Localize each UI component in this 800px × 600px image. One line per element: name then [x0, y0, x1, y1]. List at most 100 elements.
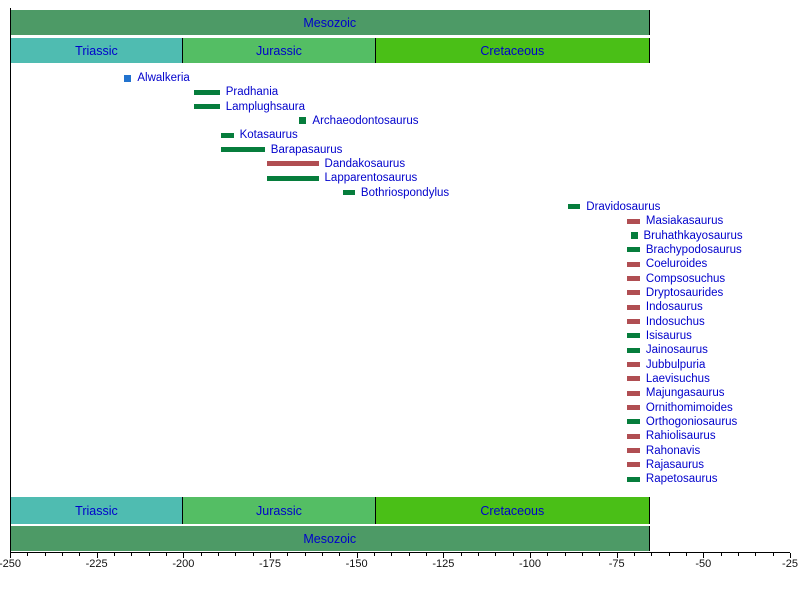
taxon-bar-jainosaurus — [627, 347, 640, 353]
taxon-bar-rapetosaurus — [627, 476, 640, 482]
x-axis-major-tick — [530, 552, 531, 558]
x-axis-minor-tick — [252, 552, 254, 556]
taxon-label-indosuchus: Indosuchus — [645, 315, 705, 328]
x-axis-minor-tick — [166, 552, 167, 556]
x-axis-minor-tick — [374, 552, 375, 556]
taxon-label-dryptosaurides: Dryptosaurides — [645, 286, 724, 299]
x-axis-major-tick — [703, 552, 705, 558]
taxon-bar-orthogoniosaurus — [627, 419, 640, 425]
taxon-bar-brachypodosaurus — [627, 247, 640, 253]
taxon-bar-majungasaurus — [627, 390, 640, 396]
taxon-bar-laevisuchus — [627, 376, 640, 382]
x-axis-tick-label: -150 — [345, 557, 368, 570]
period-label: Jurassic — [256, 503, 302, 518]
taxon-bar-lamplughsaura — [193, 104, 220, 110]
taxon-label-pradhania: Pradhania — [225, 86, 279, 99]
x-axis-minor-tick — [391, 552, 393, 556]
taxon-bar-dandakosaurus — [266, 161, 319, 167]
x-axis-major-tick — [10, 552, 11, 558]
x-axis-major-tick — [183, 552, 185, 558]
taxon-bar-pradhania — [193, 89, 220, 95]
period-band-jurassic-top: Jurassic — [181, 38, 376, 63]
taxon-label-lapparentosaurus: Lapparentosaurus — [324, 172, 418, 185]
taxon-label-compsosuchus: Compsosuchus — [645, 272, 726, 285]
x-axis-minor-tick — [426, 552, 427, 556]
taxon-bar-compsosuchus — [627, 276, 640, 282]
x-axis-minor-tick — [460, 552, 462, 556]
taxon-bar-jubbulpuria — [627, 362, 640, 368]
period-label: Cretaceous — [480, 43, 545, 58]
x-axis-minor-tick — [599, 552, 601, 556]
era-label: Mesozoic — [303, 531, 357, 546]
taxon-label-brachypodosaurus: Brachypodosaurus — [645, 243, 742, 256]
period-band-jurassic-bottom: Jurassic — [181, 497, 376, 524]
x-axis-minor-tick — [582, 552, 583, 556]
taxon-bar-kotasaurus — [221, 132, 234, 138]
x-axis-minor-tick — [755, 552, 757, 556]
taxon-label-rajasaurus: Rajasaurus — [645, 458, 705, 471]
era-band-mesozoic-bottom: Mesozoic — [10, 526, 650, 551]
x-axis-minor-tick — [720, 552, 722, 556]
taxon-bar-lapparentosaurus — [266, 175, 319, 181]
x-axis-minor-tick — [44, 552, 46, 556]
x-axis-minor-tick — [634, 552, 635, 556]
taxon-label-jubbulpuria: Jubbulpuria — [645, 358, 706, 371]
taxon-label-kotasaurus: Kotasaurus — [239, 129, 298, 142]
x-axis-tick-label: -225 — [85, 557, 108, 570]
x-axis-minor-tick — [62, 552, 63, 556]
taxon-label-dravidosaurus: Dravidosaurus — [586, 200, 661, 213]
taxon-label-coeluroides: Coeluroides — [645, 258, 708, 271]
x-axis-tick-label: -100 — [518, 557, 542, 570]
period-label: Triassic — [75, 503, 118, 518]
taxon-point-bruhathkayosaurus — [630, 232, 638, 240]
era-label: Mesozoic — [303, 15, 357, 30]
taxon-label-laevisuchus: Laevisuchus — [645, 372, 710, 385]
x-axis-minor-tick — [218, 552, 219, 556]
x-axis-major-tick — [270, 552, 271, 558]
taxon-label-bothriospondylus: Bothriospondylus — [360, 186, 450, 199]
taxon-label-bruhathkayosaurus: Bruhathkayosaurus — [643, 229, 743, 242]
period-label: Triassic — [75, 43, 118, 58]
taxon-label-rahiolisaurus: Rahiolisaurus — [645, 430, 716, 443]
taxon-bar-masiakasaurus — [627, 218, 640, 224]
taxon-label-indosaurus: Indosaurus — [645, 301, 703, 314]
taxon-bar-rahiolisaurus — [627, 433, 640, 439]
x-axis-minor-tick — [339, 552, 341, 556]
taxon-point-archaeodontosaurus — [299, 117, 307, 125]
taxon-bar-coeluroides — [627, 261, 640, 267]
x-axis-major-tick — [616, 552, 618, 558]
x-axis-major-tick — [790, 552, 791, 558]
y-axis-line — [10, 8, 11, 552]
x-axis-tick-label: -200 — [172, 557, 195, 570]
taxon-label-dandakosaurus: Dandakosaurus — [324, 157, 406, 170]
x-axis-minor-tick — [772, 552, 774, 556]
period-band-triassic-bottom: Triassic — [10, 497, 182, 524]
x-axis-tick-label: -75 — [608, 557, 625, 570]
period-label: Cretaceous — [480, 503, 545, 518]
x-axis-tick-label: -50 — [695, 557, 712, 570]
x-axis-minor-tick — [495, 552, 497, 556]
x-axis-line — [10, 551, 790, 553]
x-axis-minor-tick — [131, 552, 133, 556]
taxon-label-archaeodontosaurus: Archaeodontosaurus — [312, 114, 419, 127]
x-axis-minor-tick — [287, 552, 289, 556]
x-axis-minor-tick — [235, 552, 237, 556]
x-axis-major-tick — [96, 552, 98, 558]
taxon-label-jainosaurus: Jainosaurus — [645, 344, 708, 357]
taxon-bar-barapasaurus — [221, 147, 265, 153]
taxon-bar-rajasaurus — [627, 462, 640, 468]
era-band-mesozoic-top: Mesozoic — [10, 10, 650, 35]
taxon-bar-indosaurus — [627, 304, 640, 310]
x-axis-tick-label: -25 — [782, 557, 798, 570]
taxon-bar-isisaurus — [627, 333, 640, 339]
x-axis-major-tick — [356, 552, 358, 558]
x-axis-tick-label: -175 — [258, 557, 282, 570]
x-axis-minor-tick — [408, 552, 410, 556]
taxon-label-majungasaurus: Majungasaurus — [645, 387, 725, 400]
x-axis-tick-label: -250 — [0, 557, 22, 570]
x-axis-minor-tick — [304, 552, 306, 556]
taxon-label-orthogoniosaurus: Orthogoniosaurus — [645, 415, 738, 428]
x-axis-minor-tick — [547, 552, 549, 556]
taxon-label-ornithomimoides: Ornithomimoides — [645, 401, 733, 414]
period-band-cretaceous-bottom: Cretaceous — [375, 497, 650, 524]
